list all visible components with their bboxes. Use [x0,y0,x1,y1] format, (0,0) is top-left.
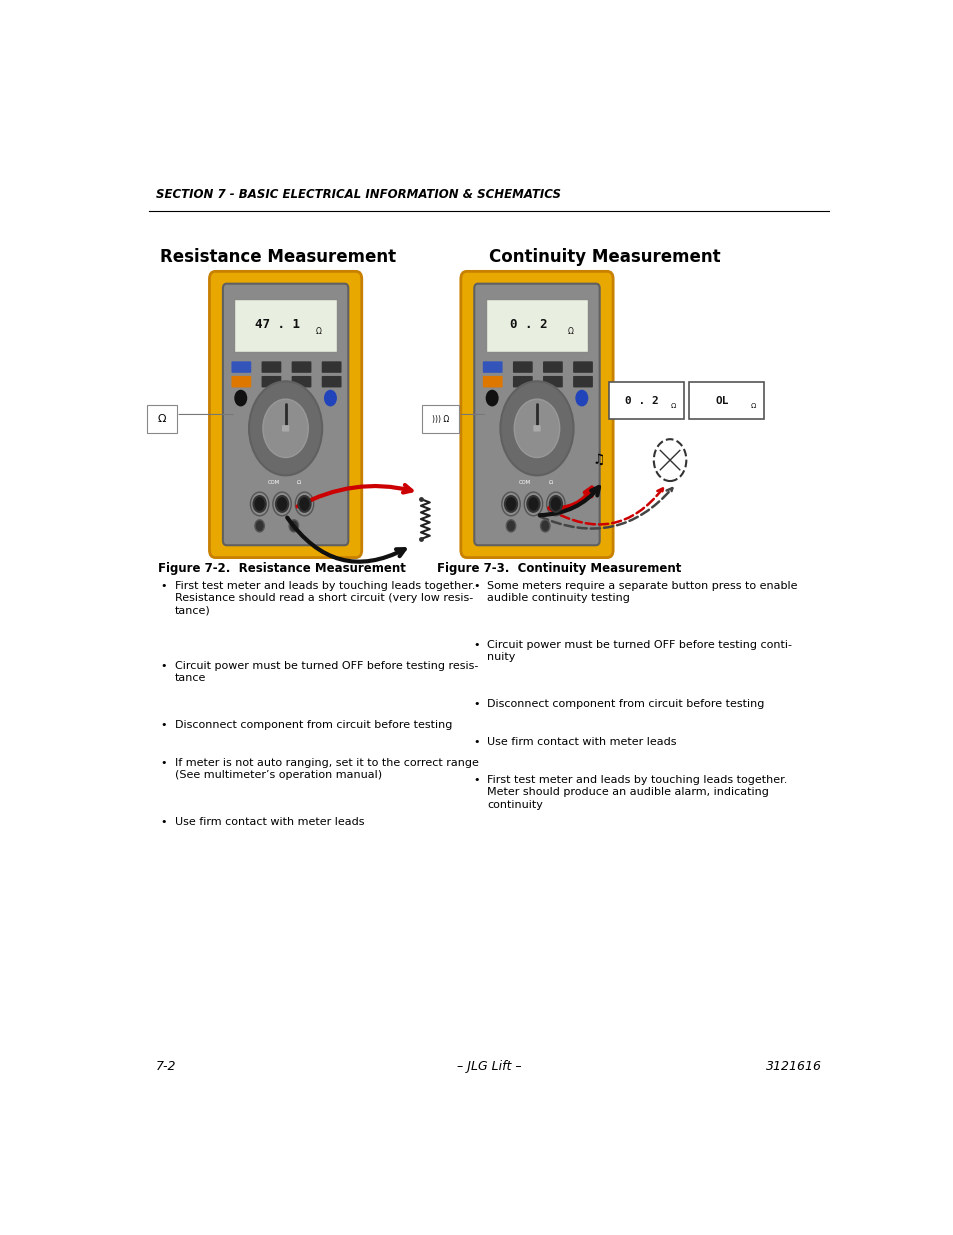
FancyBboxPatch shape [232,362,251,373]
Text: Use firm contact with meter leads: Use firm contact with meter leads [487,737,677,747]
FancyBboxPatch shape [689,383,763,420]
Text: •: • [161,661,167,671]
Text: •: • [473,774,479,785]
Text: COM: COM [518,480,531,485]
FancyBboxPatch shape [513,375,532,388]
Text: 7-2: 7-2 [156,1060,176,1072]
FancyBboxPatch shape [482,362,502,373]
Text: Circuit power must be turned OFF before testing conti-
nuity: Circuit power must be turned OFF before … [487,640,792,662]
Text: SECTION 7 - BASIC ELECTRICAL INFORMATION & SCHEMATICS: SECTION 7 - BASIC ELECTRICAL INFORMATION… [156,189,560,201]
Circle shape [485,390,498,406]
Circle shape [514,399,559,457]
FancyBboxPatch shape [282,425,289,431]
Circle shape [298,496,311,511]
FancyBboxPatch shape [542,375,562,388]
Text: •: • [473,640,479,650]
FancyBboxPatch shape [485,299,588,352]
Text: •: • [161,580,167,590]
Text: •: • [473,699,479,709]
Text: Ω: Ω [157,414,166,424]
FancyBboxPatch shape [573,375,592,388]
Text: If meter is not auto ranging, set it to the correct range
(See multimeter’s oper: If meter is not auto ranging, set it to … [174,758,478,781]
FancyBboxPatch shape [223,284,348,545]
Text: Ω: Ω [567,327,573,336]
FancyBboxPatch shape [261,362,281,373]
Text: Ω: Ω [548,480,552,485]
Text: •: • [473,580,479,590]
Text: First test meter and leads by touching leads together.
Resistance should read a : First test meter and leads by touching l… [174,580,475,616]
Circle shape [575,390,588,406]
Text: 3121616: 3121616 [765,1060,821,1072]
Text: Circuit power must be turned OFF before testing resis-
tance: Circuit power must be turned OFF before … [174,661,477,683]
FancyBboxPatch shape [232,375,251,388]
Text: – JLG Lift –: – JLG Lift – [456,1060,520,1072]
Text: ♫: ♫ [592,453,604,467]
Text: 47 . 1: 47 . 1 [254,319,299,331]
Text: Figure 7-3.  Continuity Measurement: Figure 7-3. Continuity Measurement [436,562,680,574]
FancyBboxPatch shape [292,362,311,373]
Circle shape [289,520,298,532]
FancyBboxPatch shape [533,425,540,431]
Circle shape [275,496,288,511]
Text: Use firm contact with meter leads: Use firm contact with meter leads [174,816,364,826]
Circle shape [653,440,685,480]
Text: •: • [161,816,167,826]
Circle shape [249,382,322,475]
Text: COM: COM [268,480,279,485]
Text: Disconnect component from circuit before testing: Disconnect component from circuit before… [487,699,764,709]
FancyBboxPatch shape [573,362,592,373]
FancyBboxPatch shape [474,284,599,545]
FancyBboxPatch shape [261,375,281,388]
FancyBboxPatch shape [292,375,311,388]
Circle shape [527,496,539,511]
FancyBboxPatch shape [460,272,613,557]
Text: Ω: Ω [670,403,676,409]
Text: •: • [161,758,167,768]
Text: Figure 7-2.  Resistance Measurement: Figure 7-2. Resistance Measurement [158,562,405,574]
Text: Ω: Ω [296,480,301,485]
Text: ))) Ω: ))) Ω [432,415,449,424]
Circle shape [253,496,266,511]
Circle shape [234,390,247,406]
FancyBboxPatch shape [210,272,361,557]
Text: Ω: Ω [315,327,322,336]
Circle shape [540,520,549,532]
Circle shape [549,496,561,511]
Circle shape [324,390,336,406]
Text: Resistance Measurement: Resistance Measurement [160,248,395,266]
Text: Some meters require a separate button press to enable
audible continuity testing: Some meters require a separate button pr… [487,580,797,603]
FancyBboxPatch shape [609,383,683,420]
Circle shape [263,399,308,457]
Text: Ω: Ω [750,403,756,409]
Circle shape [254,520,264,532]
Circle shape [504,496,517,511]
Text: •: • [473,737,479,747]
FancyBboxPatch shape [233,299,336,352]
Text: Disconnect component from circuit before testing: Disconnect component from circuit before… [174,720,452,730]
Text: 0 . 2: 0 . 2 [624,396,659,406]
FancyBboxPatch shape [147,405,176,433]
Text: OL: OL [715,396,728,406]
FancyBboxPatch shape [422,405,459,433]
Text: •: • [161,720,167,730]
Text: Continuity Measurement: Continuity Measurement [488,248,720,266]
Text: 0 . 2: 0 . 2 [510,319,547,331]
FancyBboxPatch shape [482,375,502,388]
Circle shape [506,520,516,532]
FancyBboxPatch shape [321,362,341,373]
Circle shape [500,382,573,475]
Text: First test meter and leads by touching leads together.
Meter should produce an a: First test meter and leads by touching l… [487,774,787,810]
FancyBboxPatch shape [513,362,532,373]
FancyBboxPatch shape [321,375,341,388]
FancyBboxPatch shape [542,362,562,373]
